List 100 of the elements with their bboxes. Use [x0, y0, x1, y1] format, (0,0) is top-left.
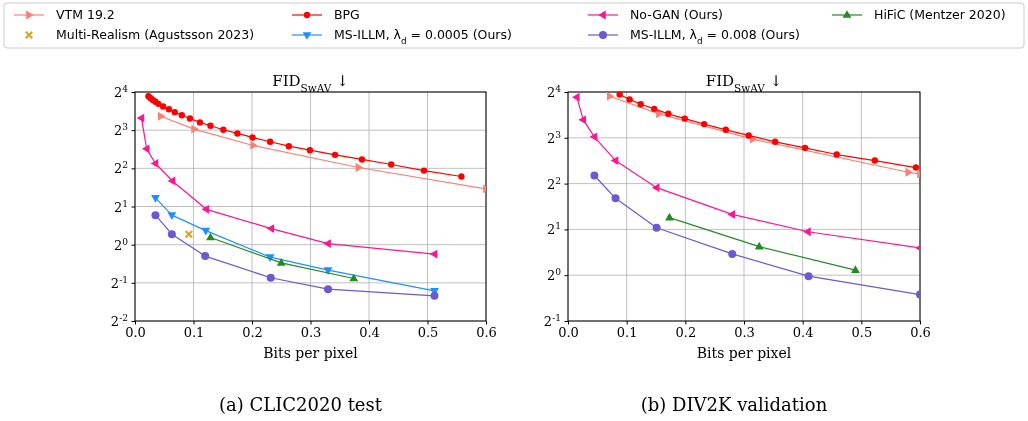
- x-tick-label: 0.5: [851, 324, 873, 340]
- point: [637, 101, 644, 108]
- point: [801, 144, 809, 152]
- point: [804, 272, 813, 281]
- legend-label: Multi-Realism (Agustsson 2023): [56, 27, 255, 43]
- point: [388, 161, 395, 168]
- x-tick-label: 0.4: [359, 324, 380, 340]
- point: [728, 249, 737, 258]
- x-tick-label: 0.0: [125, 324, 146, 340]
- y-tick-label: 2$^{4}$: [546, 84, 562, 101]
- point: [590, 171, 599, 180]
- point: [266, 224, 275, 233]
- x-tick-label: 0.1: [183, 324, 205, 340]
- point: [306, 147, 314, 154]
- point: [201, 252, 210, 261]
- point: [151, 195, 160, 203]
- point: [652, 223, 661, 232]
- x-tick-label: 0.0: [558, 324, 579, 340]
- point: [430, 291, 439, 300]
- point: [285, 142, 293, 150]
- point: [611, 194, 620, 203]
- y-tick-label: 2$^{2}$: [546, 175, 561, 192]
- point: [700, 120, 708, 128]
- point: [250, 141, 258, 150]
- point: [665, 110, 672, 118]
- x-tick-label: 0.1: [616, 324, 638, 340]
- point: [206, 232, 215, 241]
- point: [234, 130, 241, 137]
- point: [851, 265, 860, 273]
- point: [207, 122, 214, 129]
- legend-label: HiFiC (Mentzer 2020): [874, 7, 1006, 23]
- point: [324, 285, 333, 294]
- point: [136, 113, 145, 123]
- point: [178, 111, 185, 119]
- y-tick-label: 2$^{2}$: [113, 160, 128, 177]
- point: [151, 211, 160, 220]
- point: [196, 119, 204, 126]
- y-tick-label: 2$^{0}$: [546, 267, 562, 284]
- y-tick-label: 2$^{0}$: [113, 236, 129, 253]
- legend-label: BPG: [334, 7, 360, 23]
- legend-label: No-GAN (Ours): [630, 7, 723, 23]
- point: [905, 167, 914, 177]
- point: [771, 138, 779, 145]
- chart-title: FID$_{SwAV}$ ↓: [272, 72, 349, 94]
- point: [745, 132, 752, 139]
- y-tick-label: 2$^{1}$: [546, 221, 561, 238]
- point: [727, 209, 736, 219]
- point: [167, 230, 176, 239]
- point: [458, 173, 465, 180]
- point: [358, 156, 366, 163]
- chart-title: FID$_{SwAV}$ ↓: [705, 72, 783, 94]
- point: [141, 144, 150, 154]
- point: [266, 273, 275, 282]
- y-tick-label: 2$^{-1}$: [110, 274, 128, 291]
- legend-label: MS-ILLM, λ$_{d}$ = 0.0005 (Ours): [334, 27, 512, 47]
- point: [220, 126, 227, 133]
- point: [159, 103, 167, 110]
- point: [722, 126, 730, 133]
- x-tick-label: 0.4: [792, 324, 814, 340]
- point: [191, 124, 199, 134]
- legend-label: MS-ILLM, λ$_{d}$ = 0.008 (Ours): [630, 27, 800, 47]
- point: [171, 108, 178, 116]
- point: [167, 212, 177, 220]
- x-tick-label: 0.2: [675, 324, 697, 340]
- point: [355, 163, 364, 172]
- x-tick-label: 0.6: [910, 324, 931, 340]
- point: [201, 227, 211, 236]
- point: [589, 132, 598, 142]
- point: [323, 267, 333, 275]
- point: [651, 105, 658, 113]
- point: [186, 115, 194, 122]
- point: [167, 176, 176, 186]
- point: [157, 111, 166, 121]
- point: [276, 258, 286, 266]
- point: [184, 230, 193, 239]
- x-tick-label: 0.3: [300, 324, 322, 340]
- point: [578, 115, 587, 125]
- point: [871, 157, 879, 164]
- point: [150, 159, 159, 168]
- point: [429, 249, 438, 259]
- point: [201, 204, 210, 214]
- point: [323, 239, 331, 248]
- point: [616, 91, 623, 98]
- point: [165, 106, 173, 113]
- y-tick-label: 2$^{1}$: [113, 198, 128, 215]
- y-tick-label: 2$^{4}$: [113, 84, 129, 101]
- x-axis-title: Bits per pixel: [263, 345, 359, 361]
- point: [651, 183, 660, 193]
- point: [681, 115, 688, 122]
- x-tick-label: 0.5: [417, 324, 439, 340]
- point: [626, 96, 633, 103]
- point: [420, 167, 428, 174]
- text: (b) DIV2K validation: [640, 394, 828, 415]
- y-tick-label: 2$^{3}$: [113, 122, 129, 139]
- point: [803, 227, 811, 237]
- point: [249, 134, 256, 141]
- point: [331, 151, 339, 159]
- point: [912, 164, 920, 171]
- x-axis-title: Bits per pixel: [696, 345, 792, 361]
- x-tick-label: 0.2: [242, 324, 263, 340]
